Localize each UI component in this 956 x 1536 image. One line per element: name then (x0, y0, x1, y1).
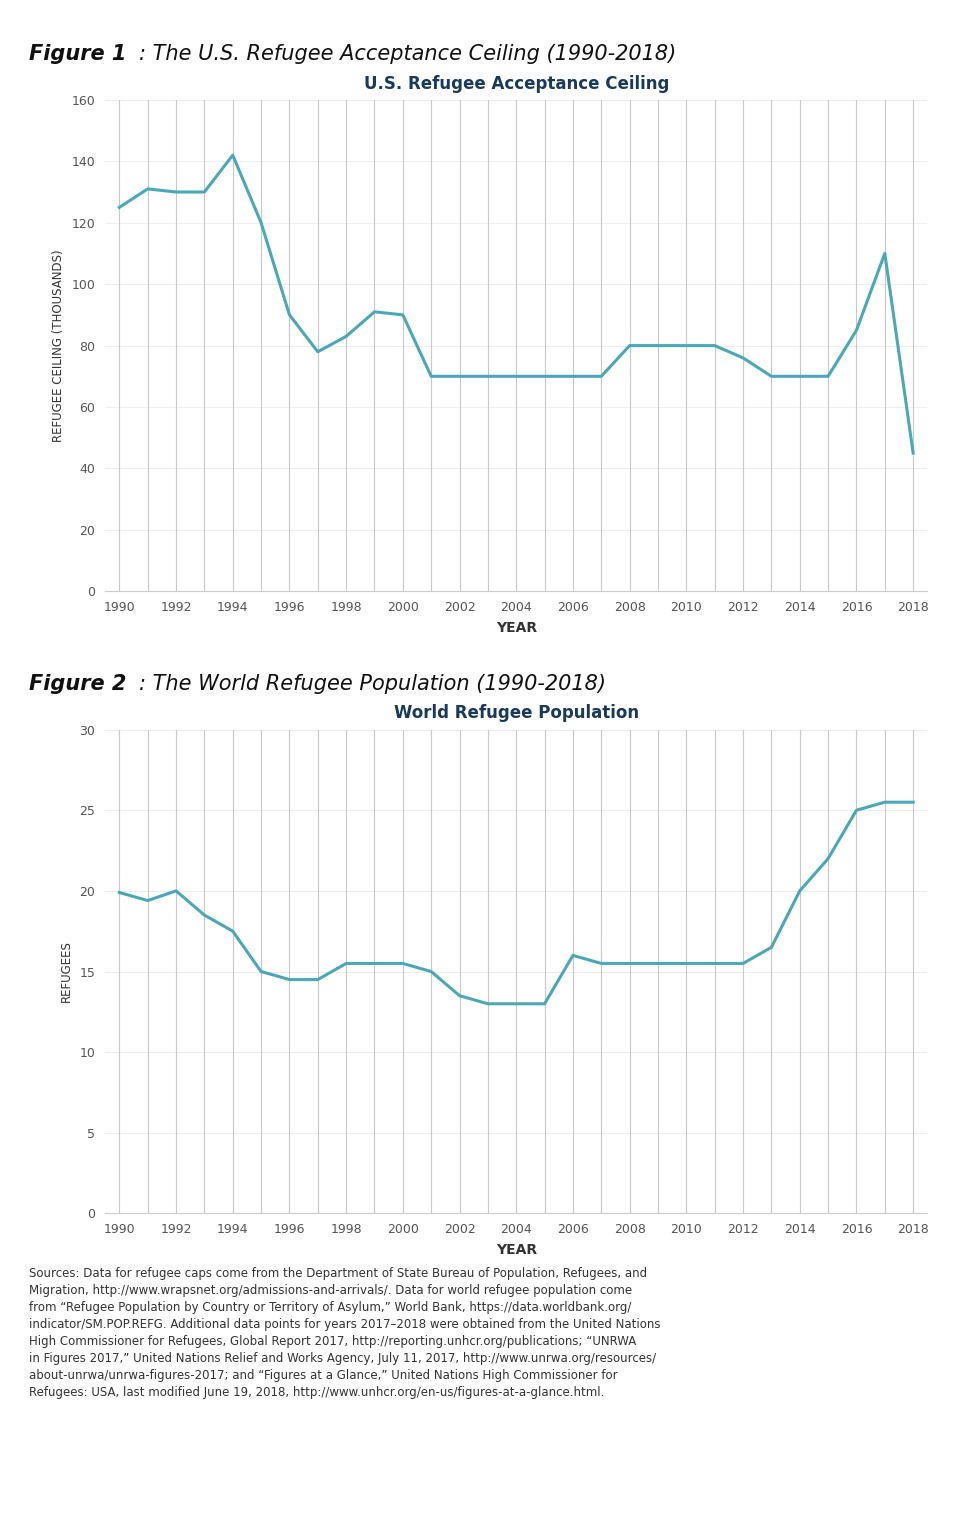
Title: World Refugee Population: World Refugee Population (394, 705, 639, 722)
X-axis label: YEAR: YEAR (495, 1243, 537, 1256)
Text: : The U.S. Refugee Acceptance Ceiling (1990-2018): : The U.S. Refugee Acceptance Ceiling (1… (139, 43, 676, 65)
X-axis label: YEAR: YEAR (495, 621, 537, 634)
Y-axis label: REFUGEES: REFUGEES (59, 940, 73, 1003)
Y-axis label: REFUGEE CEILING (THOUSANDS): REFUGEE CEILING (THOUSANDS) (52, 249, 65, 442)
Text: Figure 1: Figure 1 (29, 43, 126, 65)
Text: Sources: Data for refugee caps come from the Department of State Bureau of Popul: Sources: Data for refugee caps come from… (29, 1267, 661, 1399)
Text: : The World Refugee Population (1990-2018): : The World Refugee Population (1990-201… (139, 673, 605, 694)
Title: U.S. Refugee Acceptance Ceiling: U.S. Refugee Acceptance Ceiling (363, 75, 669, 92)
Text: Figure 2: Figure 2 (29, 673, 126, 694)
